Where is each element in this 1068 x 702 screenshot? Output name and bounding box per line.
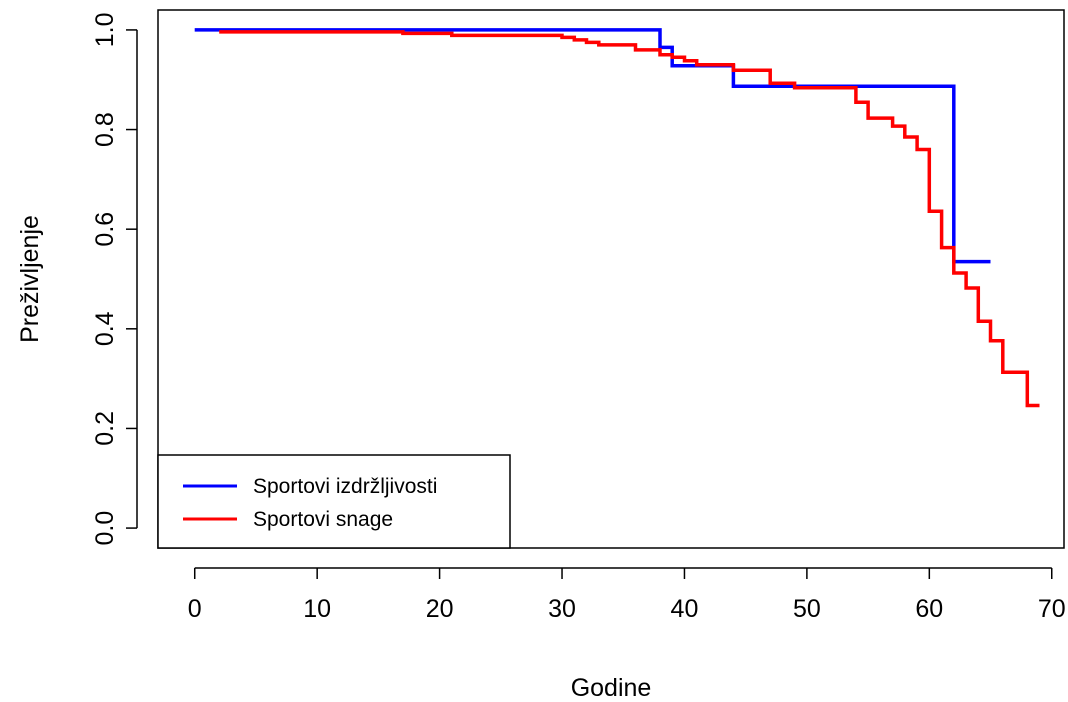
x-tick-label: 40 bbox=[671, 595, 699, 623]
plot-frame bbox=[157, 9, 1065, 549]
x-axis: 0 10 20 30 40 50 60 70 bbox=[188, 567, 1066, 623]
x-tick-label: 70 bbox=[1038, 595, 1066, 623]
x-tick-label: 60 bbox=[915, 595, 943, 623]
legend-box bbox=[157, 454, 511, 549]
series-line-0 bbox=[194, 28, 991, 264]
x-tick-label: 30 bbox=[548, 595, 576, 623]
legend-label-strength: Sportovi snage bbox=[253, 508, 393, 531]
x-tick-label: 50 bbox=[793, 595, 821, 623]
survival-curves bbox=[194, 28, 1040, 408]
y-tick-label: 0.4 bbox=[91, 311, 119, 346]
y-axis: 0.0 0.2 0.4 0.6 0.8 1.0 bbox=[91, 13, 138, 546]
series-line-1 bbox=[219, 30, 1040, 408]
x-tick-label: 20 bbox=[426, 595, 454, 623]
y-tick-label: 0.6 bbox=[91, 212, 119, 247]
y-tick-label: 0.2 bbox=[91, 411, 119, 446]
x-axis-label: Godine bbox=[571, 674, 652, 702]
y-tick-label: 1.0 bbox=[91, 13, 119, 48]
legend-label-endurance: Sportovi izdržljivosti bbox=[253, 475, 437, 498]
y-tick-label: 0.8 bbox=[91, 112, 119, 147]
y-tick-label: 0.0 bbox=[91, 511, 119, 546]
x-tick-label: 0 bbox=[188, 595, 202, 623]
y-axis-label: Preživljenje bbox=[16, 215, 44, 343]
x-tick-label: 10 bbox=[303, 595, 331, 623]
legend: Sportovi izdržljivosti Sportovi snage bbox=[157, 454, 511, 549]
